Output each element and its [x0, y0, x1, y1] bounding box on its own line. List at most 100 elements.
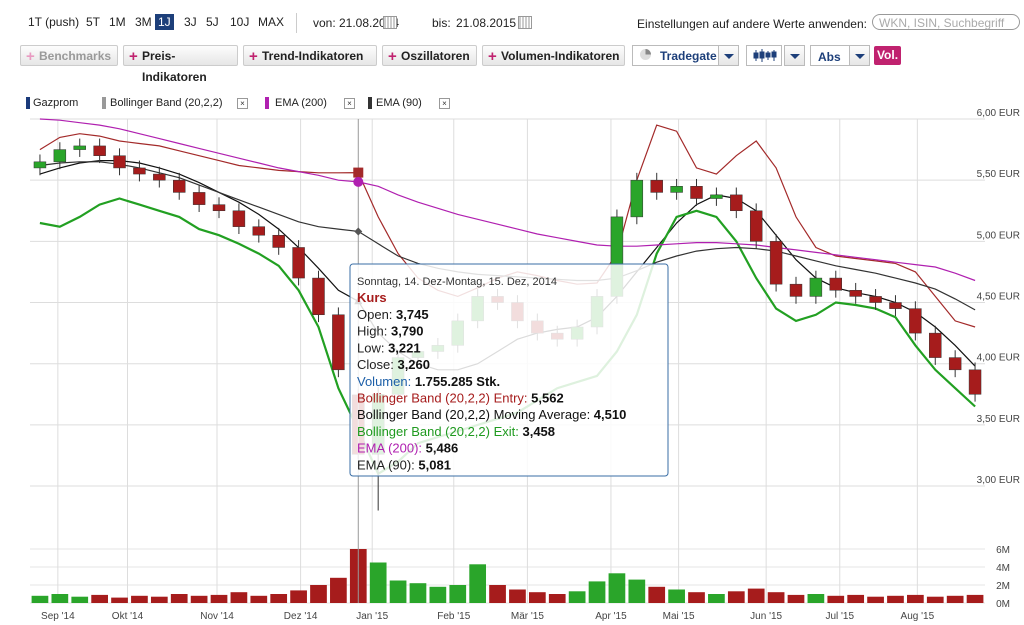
- candle-body: [252, 226, 266, 236]
- candle-body: [769, 241, 783, 285]
- volume-bar: [270, 594, 288, 603]
- volume-bar: [91, 594, 108, 603]
- x-tick-label: Okt '14: [112, 611, 144, 622]
- indicator-button[interactable]: + Benchmarks: [20, 45, 118, 66]
- calendar-icon[interactable]: [518, 16, 532, 29]
- range-option[interactable]: 5T: [86, 15, 101, 29]
- range-option[interactable]: 3M: [135, 15, 152, 29]
- candle-body: [153, 173, 166, 181]
- range-option[interactable]: 3J: [184, 15, 197, 29]
- dropdown-arrow[interactable]: [849, 45, 870, 66]
- indicator-button[interactable]: + Trend-Indikatoren: [243, 45, 377, 66]
- candle-body: [332, 314, 345, 371]
- candle-body: [849, 290, 862, 297]
- y-tick-label: 3,00 EUR: [977, 475, 1020, 486]
- candle-body: [133, 167, 146, 175]
- tooltip-row-label: EMA (200):: [357, 441, 426, 456]
- volume-bar: [608, 573, 626, 603]
- tooltip-row-label: Close:: [357, 357, 397, 372]
- volume-bar: [150, 596, 168, 603]
- x-tick-label: Apr '15: [595, 611, 627, 622]
- legend-label: Gazprom: [33, 97, 79, 109]
- candle-body: [710, 194, 723, 199]
- volume-bar: [310, 585, 327, 603]
- volume-bar: [449, 585, 467, 603]
- tooltip-row-value: 5,081: [418, 457, 451, 472]
- button-label: Preis-Indikatoren: [142, 49, 207, 84]
- volume-bar: [31, 595, 49, 603]
- indicator-button[interactable]: + Volumen-Indikatoren: [482, 45, 625, 66]
- candle-body: [192, 192, 206, 205]
- candle-body: [630, 179, 644, 218]
- tooltip-row: EMA (90): 5,081: [357, 457, 451, 472]
- plus-icon: +: [26, 48, 35, 65]
- to-date[interactable]: 21.08.2015: [456, 16, 517, 30]
- button-label: Volumen-Indikatoren: [501, 49, 620, 63]
- volume-bar: [847, 594, 865, 603]
- plus-icon: +: [388, 48, 397, 65]
- range-option[interactable]: 5J: [206, 15, 219, 29]
- remove-button[interactable]: ×: [344, 98, 355, 109]
- legend-label: EMA (200): [275, 97, 327, 109]
- separator: [296, 13, 297, 33]
- candle-body: [809, 277, 823, 297]
- tooltip-row: Low: 3,221: [357, 340, 421, 355]
- tooltip-row-value: 3,790: [391, 324, 424, 339]
- volume-bar: [190, 595, 208, 603]
- indicator-button[interactable]: + Preis-Indikatoren: [123, 45, 238, 84]
- candle-body: [749, 210, 763, 242]
- remove-button[interactable]: ×: [237, 98, 248, 109]
- candle-body: [53, 149, 67, 163]
- tooltip-row-value: 3,745: [396, 307, 429, 322]
- candle-body: [650, 179, 663, 193]
- plus-icon: +: [249, 48, 258, 65]
- dropdown-arrow[interactable]: [718, 45, 739, 66]
- volume-bar: [469, 564, 487, 603]
- apply-label: Einstellungen auf andere Werte anwenden:: [637, 17, 867, 31]
- volume-tick-label: 4M: [996, 563, 1010, 574]
- candle-icon: [753, 49, 777, 62]
- y-tick-label: 3,50 EUR: [977, 414, 1020, 425]
- legend-label: EMA (90): [376, 97, 422, 109]
- tooltip-row-value: 1.755.285 Stk.: [415, 374, 500, 389]
- candle-body: [670, 186, 683, 193]
- tooltip-title: Kurs: [357, 290, 387, 305]
- chart-type-select[interactable]: [746, 45, 782, 66]
- tooltip-row-label: Bollinger Band (20,2,2) Exit:: [357, 424, 522, 439]
- exchange-select[interactable]: Tradegate: [632, 45, 738, 66]
- candle-body: [968, 369, 982, 395]
- range-option[interactable]: 10J: [230, 15, 250, 29]
- volume-bar: [51, 594, 69, 603]
- candle-body: [173, 179, 186, 193]
- range-option[interactable]: 1T (push): [28, 15, 80, 29]
- indicator-button[interactable]: + Oszillatoren: [382, 45, 477, 66]
- plus-icon: +: [488, 48, 497, 65]
- volume-toggle[interactable]: Vol.: [874, 46, 901, 65]
- tooltip-row-value: 3,260: [397, 357, 430, 372]
- remove-button[interactable]: ×: [439, 98, 450, 109]
- calendar-icon[interactable]: [383, 16, 397, 29]
- range-option[interactable]: 1M: [109, 15, 126, 29]
- tooltip-row: Volumen: 1.755.285 Stk.: [357, 374, 500, 389]
- volume-bar: [170, 594, 188, 603]
- tooltip-row: Bollinger Band (20,2,2) Exit: 3,458: [357, 424, 555, 439]
- candle-body: [948, 357, 962, 371]
- volume-bar: [966, 594, 984, 603]
- scale-select[interactable]: Abs: [810, 45, 850, 66]
- button-label: Benchmarks: [39, 49, 112, 63]
- candle-body: [212, 204, 226, 212]
- tooltip-row-label: Bollinger Band (20,2,2) Entry:: [357, 391, 531, 406]
- tooltip-box: [349, 263, 669, 477]
- tooltip-row-label: Open:: [357, 307, 396, 322]
- range-option[interactable]: 1J: [155, 14, 174, 30]
- dropdown-arrow[interactable]: [784, 45, 805, 66]
- ema90-marker: [354, 227, 363, 236]
- search-input[interactable]: WKN, ISIN, Suchbegriff: [872, 14, 1020, 30]
- volume-bar: [628, 579, 646, 603]
- volume-bar: [648, 586, 666, 603]
- volume-bar: [131, 595, 148, 603]
- volume-bar: [290, 590, 307, 603]
- range-option[interactable]: MAX: [258, 15, 285, 29]
- tooltip-row-label: Low:: [357, 340, 388, 355]
